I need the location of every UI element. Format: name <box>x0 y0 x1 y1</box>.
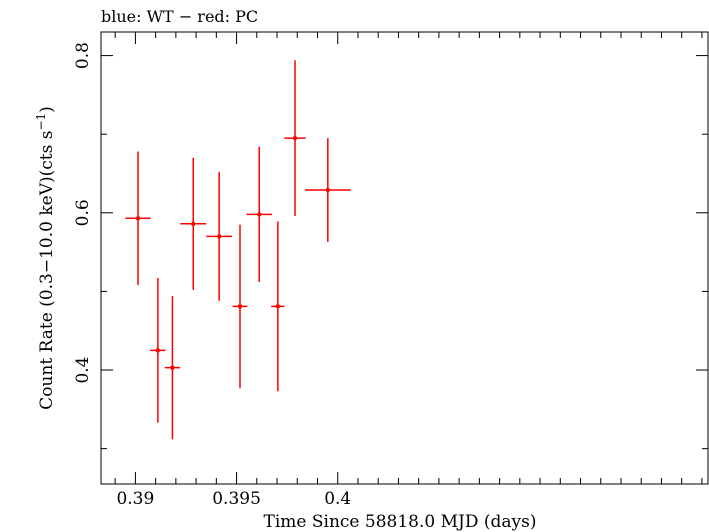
data-point <box>232 224 248 389</box>
y-axis-title-end: ) <box>37 106 57 113</box>
point-marker <box>275 304 281 309</box>
x-tick-labels: 0.39 0.395 0.4 <box>116 489 351 509</box>
y-tick-label: 0.8 <box>73 42 93 69</box>
point-marker <box>216 234 222 239</box>
data-point <box>164 296 181 440</box>
y-tick-label: 0.6 <box>73 199 93 226</box>
x-tick-label: 0.4 <box>324 489 351 509</box>
y-axis-title: Count Rate (0.3−10.0 keV)(cts s−1) <box>34 106 57 410</box>
data-point <box>150 278 166 423</box>
data-point <box>246 146 272 282</box>
axis-ticks <box>101 32 708 484</box>
y-axis-title-exponent: −1 <box>34 113 48 131</box>
point-marker <box>155 348 161 353</box>
point-marker <box>292 135 298 141</box>
data-point <box>125 151 151 286</box>
plot-frame <box>100 31 709 485</box>
point-marker <box>170 365 175 370</box>
data-point <box>271 221 285 392</box>
data-point <box>304 138 351 242</box>
y-axis-title-main: Count Rate (0.3−10.0 keV)(cts s <box>37 131 57 410</box>
x-tick-label: 0.395 <box>212 489 261 509</box>
point-marker <box>325 187 331 193</box>
point-marker <box>191 221 196 227</box>
data-point <box>206 171 233 301</box>
x-tick-label: 0.39 <box>116 489 154 509</box>
data-point <box>180 157 207 290</box>
point-marker <box>257 212 262 217</box>
x-axis-title: Time Since 58818.0 MJD (days) <box>264 512 537 532</box>
point-marker <box>237 304 243 309</box>
point-marker <box>135 216 141 221</box>
data-point <box>284 60 306 216</box>
chart-title: blue: WT − red: PC <box>101 7 258 26</box>
y-tick-label: 0.4 <box>73 356 93 383</box>
y-tick-labels: 0.4 0.6 0.8 <box>73 42 93 383</box>
data-points <box>125 60 351 440</box>
